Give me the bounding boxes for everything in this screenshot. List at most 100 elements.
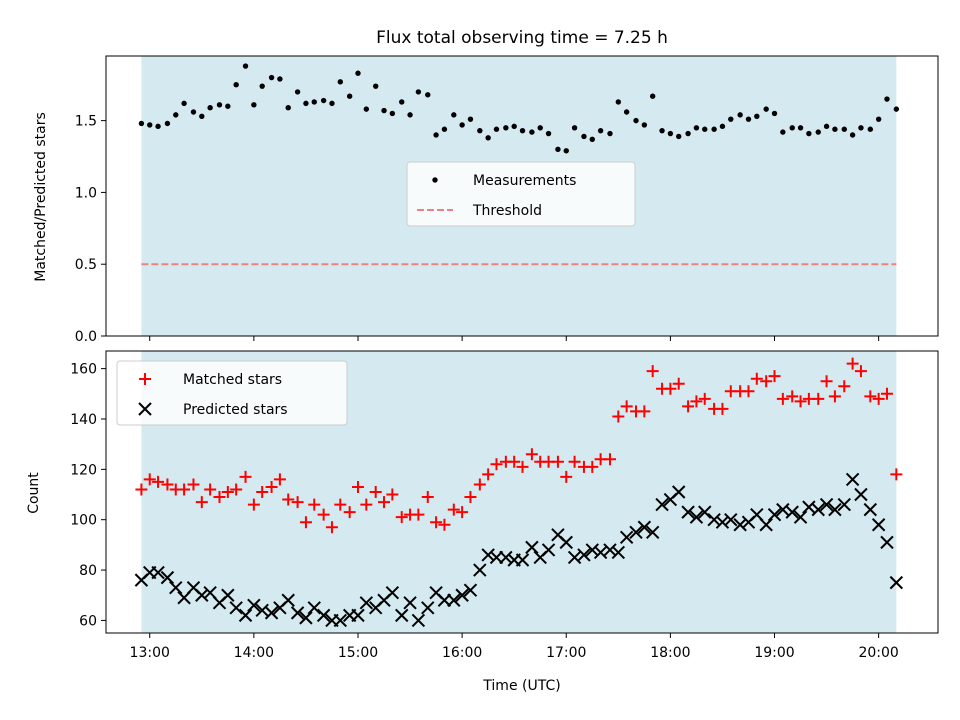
data-point — [629, 525, 643, 539]
series-measurements — [138, 63, 900, 154]
data-point — [545, 130, 552, 137]
data-point — [889, 575, 904, 590]
data-point — [559, 535, 573, 550]
data-point — [285, 104, 291, 111]
legend-marker — [139, 373, 151, 385]
data-point — [611, 545, 626, 560]
data-point — [849, 132, 856, 138]
data-point — [355, 70, 361, 76]
data-point — [846, 357, 859, 370]
data-point — [325, 521, 338, 534]
data-point — [343, 506, 356, 519]
data-point — [447, 503, 460, 516]
legend-box — [116, 360, 348, 426]
data-point — [199, 113, 205, 120]
data-point — [399, 99, 405, 105]
data-point — [346, 93, 353, 99]
data-point — [638, 405, 651, 418]
data-point — [711, 126, 717, 132]
data-point — [251, 102, 257, 108]
data-point — [619, 530, 634, 545]
data-point — [151, 565, 165, 580]
data-point — [268, 74, 275, 81]
data-point — [659, 127, 665, 134]
data-point — [560, 470, 573, 483]
data-point — [785, 505, 799, 519]
data-point — [664, 382, 677, 395]
data-point — [690, 395, 703, 408]
data-point — [294, 89, 301, 95]
legend-marker — [432, 177, 438, 183]
data-point — [173, 112, 179, 118]
legend-label: Threshold — [472, 203, 542, 219]
series-predicted-stars — [134, 472, 904, 628]
data-point — [499, 550, 513, 565]
x-tick-label: 20:00 — [858, 645, 898, 661]
data-point — [425, 92, 431, 98]
data-point — [820, 375, 833, 388]
data-point — [230, 483, 243, 496]
data-point — [767, 507, 782, 522]
data-point — [682, 400, 695, 413]
data-point — [733, 518, 747, 532]
data-point — [242, 63, 249, 69]
data-point — [181, 100, 187, 107]
data-point — [815, 129, 821, 135]
data-point — [281, 593, 295, 607]
y-tick-label: 160 — [70, 362, 97, 378]
data-point — [389, 110, 396, 117]
data-point — [793, 510, 808, 524]
data-point — [264, 606, 279, 620]
data-point — [333, 613, 348, 628]
data-point — [160, 570, 175, 585]
legend: Matched stars Predicted stars — [116, 360, 348, 426]
data-point — [754, 113, 760, 120]
data-point — [463, 583, 478, 597]
data-point — [667, 130, 674, 137]
data-point — [541, 543, 556, 557]
data-point — [828, 502, 842, 517]
data-point — [360, 498, 373, 511]
data-point — [256, 486, 269, 498]
data-point — [867, 126, 874, 132]
data-point — [819, 497, 834, 512]
data-point — [438, 518, 451, 531]
data-point — [334, 498, 347, 511]
data-point — [369, 486, 382, 498]
data-point — [875, 116, 882, 122]
data-point — [372, 83, 379, 89]
data-point — [890, 468, 903, 481]
data-point — [307, 601, 321, 615]
data-point — [750, 372, 763, 385]
data-point — [871, 518, 886, 532]
data-point — [794, 395, 807, 408]
data-point — [597, 127, 604, 134]
panel-ratio: 0.0 0.5 1.0 1.5 Measurements Threshold — [75, 55, 939, 345]
data-point — [187, 478, 200, 491]
data-point — [464, 491, 477, 504]
data-point — [411, 613, 426, 628]
data-point — [511, 123, 517, 130]
data-point — [519, 127, 526, 134]
data-point — [806, 130, 812, 137]
data-point — [693, 125, 700, 131]
y-tick-label: 60 — [79, 613, 97, 629]
data-point — [459, 122, 465, 128]
data-point — [363, 106, 370, 112]
data-point — [421, 601, 435, 615]
axes-frame — [105, 55, 939, 337]
data-point — [178, 483, 191, 496]
x-tick-label: 13:00 — [130, 645, 170, 661]
data-point — [273, 473, 286, 486]
data-point — [789, 125, 795, 131]
data-point — [563, 148, 569, 154]
y-tick-label: 80 — [79, 563, 97, 579]
data-point — [771, 110, 778, 117]
data-point — [689, 510, 704, 524]
data-point — [577, 548, 591, 562]
axes-frame — [105, 350, 939, 634]
y-tick-label: 1.5 — [75, 114, 97, 130]
data-point — [259, 83, 265, 89]
data-point — [525, 448, 538, 461]
